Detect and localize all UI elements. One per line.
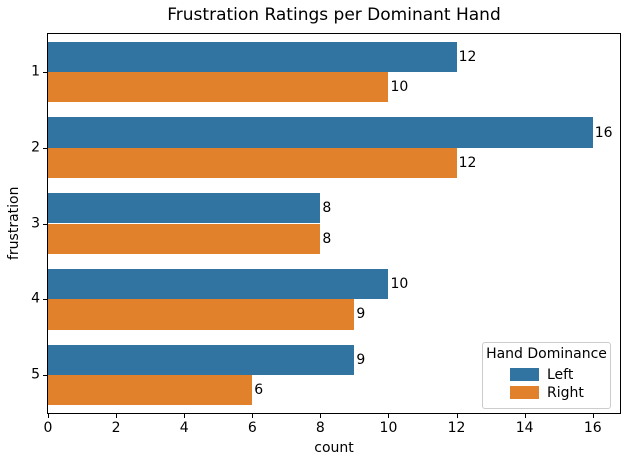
x-tick-mark	[252, 414, 254, 418]
bar-right-4	[48, 299, 355, 330]
bar-value-label: 12	[458, 154, 477, 171]
legend-title: Hand Dominance	[486, 346, 607, 362]
bar-right-3	[48, 223, 321, 254]
bar-left-1	[48, 41, 457, 72]
y-tick-label: 2	[31, 139, 40, 156]
x-tick-mark	[320, 414, 322, 418]
plot-area: 12 10 16 12 8 8 10 9 9 6	[47, 33, 621, 414]
x-tick-mark	[388, 414, 390, 418]
x-tick-mark	[592, 414, 594, 418]
y-tick-mark	[43, 147, 47, 149]
legend: Hand Dominance Left Right	[482, 342, 611, 409]
x-tick-label: 16	[583, 420, 602, 436]
y-tick-mark	[43, 375, 47, 377]
x-axis-label: count	[314, 440, 354, 456]
x-tick-label: 2	[111, 420, 121, 436]
bar-value-label: 16	[594, 124, 613, 141]
y-tick-label: 3	[31, 215, 40, 232]
bar-value-label: 9	[356, 351, 366, 368]
bar-left-4	[48, 268, 389, 300]
x-tick-label: 8	[315, 420, 325, 436]
bar-value-label: 10	[390, 276, 409, 293]
legend-entry-left: Left	[483, 368, 610, 382]
y-tick-mark	[43, 223, 47, 225]
bar-value-label: 6	[254, 382, 264, 399]
x-tick-label: 0	[43, 420, 53, 436]
x-tick-mark	[524, 414, 526, 418]
x-tick-label: 12	[447, 420, 466, 436]
bar-value-label: 12	[458, 48, 477, 65]
bar-value-label: 9	[356, 306, 366, 323]
x-tick-label: 4	[179, 420, 189, 436]
legend-swatch-left	[510, 368, 539, 381]
x-tick-mark	[48, 414, 49, 418]
x-tick-label: 14	[515, 420, 534, 436]
legend-label: Left	[547, 366, 574, 383]
legend-label: Right	[547, 384, 584, 401]
chart-title: Frustration Ratings per Dominant Hand	[167, 5, 501, 25]
bar-value-label: 8	[322, 230, 332, 247]
x-tick-label: 6	[247, 420, 257, 436]
x-tick-mark	[184, 414, 186, 418]
x-tick-mark	[456, 414, 458, 418]
y-tick-label: 1	[31, 63, 40, 80]
x-tick-mark	[116, 414, 118, 418]
x-tick-label: 10	[379, 420, 398, 436]
legend-swatch-right	[510, 386, 539, 399]
legend-entry-right: Right	[483, 386, 610, 400]
bar-left-5	[48, 344, 355, 376]
bar-left-3	[48, 193, 321, 224]
y-tick-mark	[43, 299, 47, 301]
bar-right-2	[48, 147, 457, 178]
y-tick-mark	[43, 71, 47, 73]
y-tick-label: 4	[31, 290, 40, 307]
y-tick-label: 5	[31, 366, 40, 383]
bar-value-label: 8	[322, 200, 332, 217]
bar-right-1	[48, 71, 389, 103]
bar-right-5	[48, 375, 253, 406]
bar-value-label: 10	[390, 79, 409, 96]
bar-left-2	[48, 117, 593, 148]
